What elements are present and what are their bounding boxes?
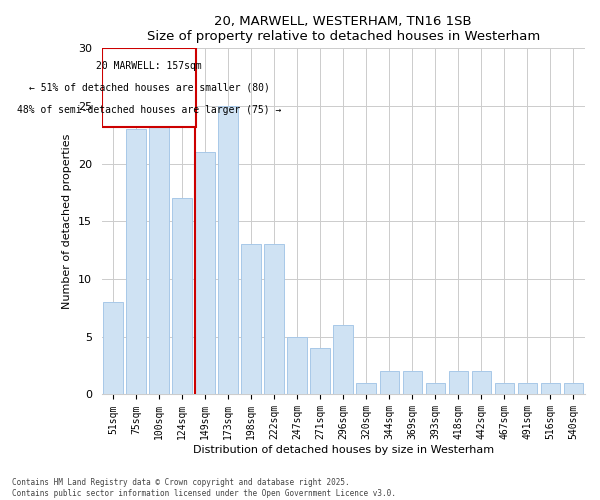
Bar <box>126 129 146 394</box>
Bar <box>425 383 445 394</box>
Bar <box>541 383 560 394</box>
Bar <box>334 325 353 394</box>
Bar <box>265 244 284 394</box>
Bar <box>403 372 422 394</box>
Bar <box>518 383 537 394</box>
Bar <box>241 244 261 394</box>
Title: 20, MARWELL, WESTERHAM, TN16 1SB
Size of property relative to detached houses in: 20, MARWELL, WESTERHAM, TN16 1SB Size of… <box>146 15 540 43</box>
Bar <box>472 372 491 394</box>
Bar <box>356 383 376 394</box>
X-axis label: Distribution of detached houses by size in Westerham: Distribution of detached houses by size … <box>193 445 494 455</box>
Text: 20 MARWELL: 157sqm: 20 MARWELL: 157sqm <box>96 61 202 71</box>
Bar <box>172 198 192 394</box>
Y-axis label: Number of detached properties: Number of detached properties <box>62 134 72 309</box>
Bar <box>494 383 514 394</box>
Bar <box>103 302 123 394</box>
Bar <box>564 383 583 394</box>
Bar <box>149 118 169 394</box>
Bar <box>287 337 307 394</box>
Text: ← 51% of detached houses are smaller (80): ← 51% of detached houses are smaller (80… <box>29 83 269 93</box>
Text: Contains HM Land Registry data © Crown copyright and database right 2025.
Contai: Contains HM Land Registry data © Crown c… <box>12 478 396 498</box>
Bar <box>310 348 330 395</box>
Bar <box>449 372 468 394</box>
Bar <box>196 152 215 394</box>
Text: 48% of semi-detached houses are larger (75) →: 48% of semi-detached houses are larger (… <box>17 105 281 115</box>
Bar <box>380 372 399 394</box>
Bar <box>101 48 196 127</box>
Bar <box>218 106 238 395</box>
